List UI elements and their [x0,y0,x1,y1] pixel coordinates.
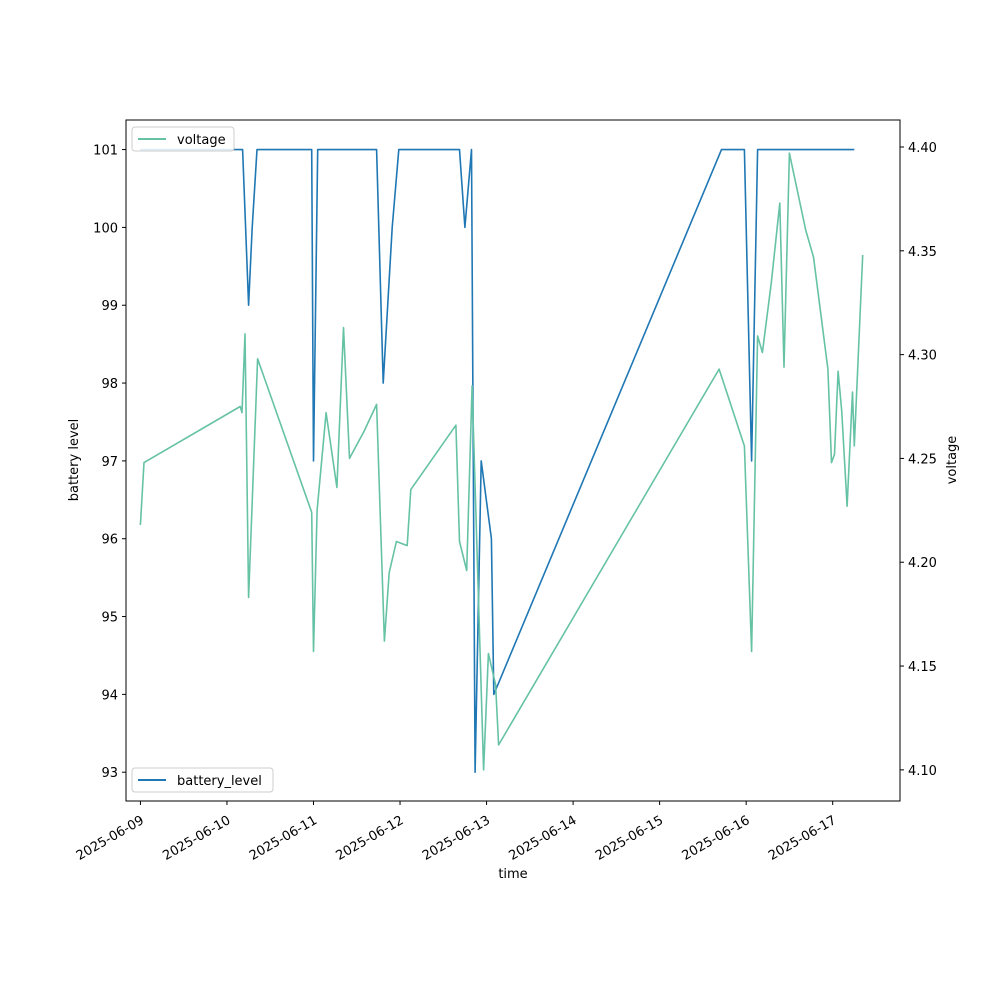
series-line-battery-level [140,148,855,774]
x-tick-label: 2025-06-14 [507,813,580,864]
left-y-tick-label: 101 [93,144,118,159]
left-y-tick-label: 95 [101,611,118,626]
series-layer [139,148,864,774]
legend-voltage: voltage [131,126,235,152]
x-axis: 2025-06-09 2025-06-10 2025-06-11 2025-06-12… [74,801,839,864]
x-tick-label: 2025-06-10 [160,813,233,864]
right-y-tick-label: 4.15 [908,660,937,675]
x-tick-label: 2025-06-13 [420,813,493,864]
x-tick-label: 2025-06-16 [680,813,753,864]
x-tick-label: 2025-06-17 [766,813,839,864]
right-y-tick-label: 4.25 [908,452,937,467]
right-y-tick-label: 4.20 [908,556,937,571]
left-y-tick-label: 96 [101,533,118,548]
x-axis-label: time [498,867,527,882]
legend-battery-level: battery_level [131,767,274,793]
left-y-tick-label: 93 [101,766,118,781]
left-y-tick-label: 99 [101,299,118,314]
legend-battery-level-box [131,767,274,793]
legend-battery-level-label: battery_level [177,774,262,789]
x-tick-label: 2025-06-12 [333,813,406,864]
series-line-voltage [139,152,864,771]
left-y-tick-label: 100 [93,221,118,236]
left-y-tick-label: 94 [101,688,118,703]
right-y-tick-label: 4.10 [908,764,937,779]
x-tick-label: 2025-06-09 [74,813,147,864]
legend-voltage-label: voltage [177,133,226,148]
left-y-axis: 93 94 95 96 97 98 99 100 101 [93,144,126,781]
plot-area [126,120,900,801]
right-y-axis-label: voltage [945,436,960,485]
left-y-tick-label: 97 [101,455,118,470]
left-y-axis-label: battery level [67,419,82,502]
legend-voltage-box [131,126,235,152]
left-y-tick-label: 98 [101,377,118,392]
right-y-tick-label: 4.40 [908,141,937,156]
right-y-tick-label: 4.35 [908,245,937,260]
right-y-tick-label: 4.30 [908,349,937,364]
right-y-axis: 4.10 4.15 4.20 4.25 4.30 4.35 4.40 [900,141,937,779]
x-tick-label: 2025-06-15 [593,813,666,864]
x-tick-label: 2025-06-11 [247,813,320,864]
